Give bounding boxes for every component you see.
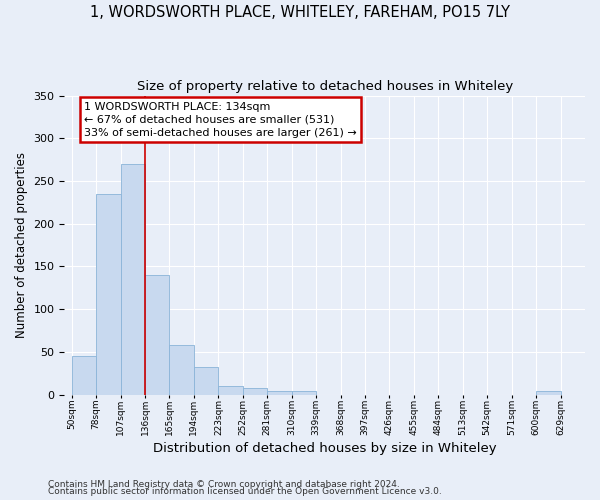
Text: Contains public sector information licensed under the Open Government Licence v3: Contains public sector information licen… <box>48 488 442 496</box>
Bar <box>292 391 316 394</box>
Text: Contains HM Land Registry data © Crown copyright and database right 2024.: Contains HM Land Registry data © Crown c… <box>48 480 400 489</box>
Y-axis label: Number of detached properties: Number of detached properties <box>15 152 28 338</box>
Bar <box>218 386 243 394</box>
X-axis label: Distribution of detached houses by size in Whiteley: Distribution of detached houses by size … <box>153 442 497 455</box>
Bar <box>267 391 292 394</box>
Bar <box>121 164 145 394</box>
Bar <box>194 367 218 394</box>
Bar <box>536 391 560 394</box>
Bar <box>169 345 194 395</box>
Bar <box>243 388 267 394</box>
Bar <box>96 194 121 394</box>
Text: 1 WORDSWORTH PLACE: 134sqm
← 67% of detached houses are smaller (531)
33% of sem: 1 WORDSWORTH PLACE: 134sqm ← 67% of deta… <box>84 102 357 138</box>
Bar <box>72 356 96 395</box>
Title: Size of property relative to detached houses in Whiteley: Size of property relative to detached ho… <box>137 80 513 93</box>
Bar <box>145 275 169 394</box>
Text: 1, WORDSWORTH PLACE, WHITELEY, FAREHAM, PO15 7LY: 1, WORDSWORTH PLACE, WHITELEY, FAREHAM, … <box>90 5 510 20</box>
